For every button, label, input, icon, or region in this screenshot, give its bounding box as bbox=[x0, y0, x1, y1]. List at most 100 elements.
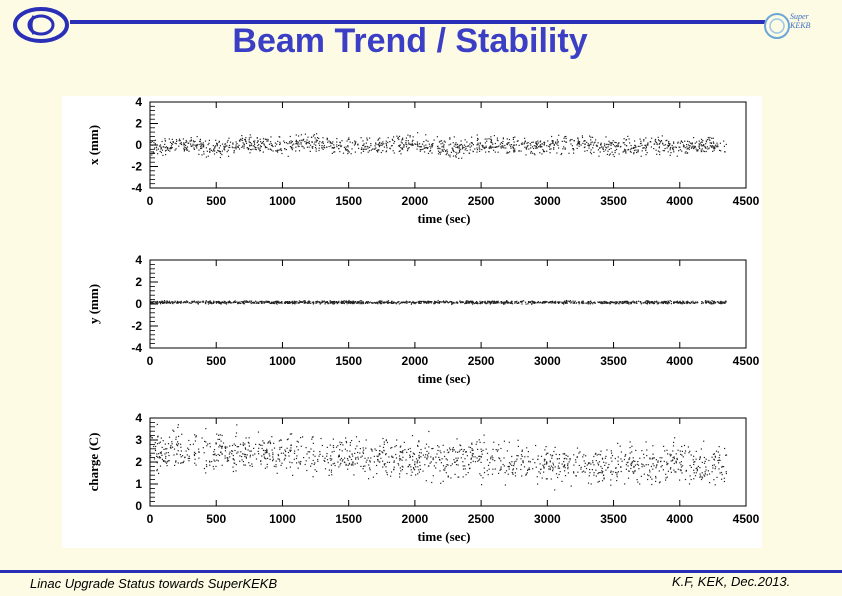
data-point bbox=[157, 153, 159, 155]
data-point bbox=[514, 302, 516, 304]
data-point bbox=[501, 302, 503, 304]
data-point bbox=[309, 144, 312, 146]
data-point bbox=[419, 149, 421, 151]
data-point bbox=[521, 450, 523, 452]
data-point bbox=[296, 300, 298, 303]
data-point bbox=[304, 300, 306, 302]
data-point bbox=[256, 137, 258, 139]
data-point bbox=[204, 302, 206, 304]
data-point bbox=[377, 455, 379, 458]
data-point bbox=[399, 473, 401, 475]
data-point bbox=[527, 141, 529, 144]
data-point bbox=[300, 437, 302, 439]
data-point bbox=[447, 154, 450, 156]
data-point bbox=[619, 301, 622, 303]
data-point bbox=[426, 302, 428, 304]
data-point bbox=[645, 149, 647, 152]
data-point bbox=[502, 463, 504, 466]
data-point bbox=[210, 301, 212, 303]
data-point bbox=[721, 465, 723, 468]
data-point bbox=[336, 141, 338, 143]
data-point bbox=[339, 441, 341, 443]
data-point bbox=[166, 301, 168, 303]
data-point bbox=[458, 476, 460, 478]
data-point bbox=[685, 301, 687, 303]
data-point bbox=[298, 135, 300, 137]
data-point bbox=[215, 465, 217, 467]
data-point bbox=[572, 300, 574, 302]
data-point bbox=[488, 301, 490, 303]
data-point bbox=[488, 151, 490, 153]
data-point bbox=[178, 138, 181, 140]
data-point bbox=[668, 143, 670, 145]
data-point bbox=[661, 301, 663, 303]
data-point bbox=[541, 145, 543, 148]
data-point bbox=[360, 137, 362, 139]
data-point bbox=[410, 451, 412, 453]
data-point bbox=[526, 447, 528, 449]
data-point bbox=[708, 459, 710, 462]
data-point bbox=[431, 152, 433, 154]
data-point bbox=[259, 138, 261, 140]
data-point bbox=[464, 468, 466, 470]
data-point bbox=[150, 141, 152, 143]
data-point bbox=[449, 156, 451, 158]
data-point bbox=[477, 448, 479, 450]
data-point bbox=[506, 152, 508, 154]
data-point bbox=[393, 302, 395, 304]
data-point bbox=[236, 452, 238, 454]
data-point bbox=[200, 145, 202, 147]
data-point bbox=[428, 301, 431, 303]
data-point bbox=[156, 470, 158, 472]
data-point bbox=[265, 146, 267, 148]
data-point bbox=[409, 464, 411, 466]
data-point bbox=[164, 443, 166, 445]
data-point bbox=[469, 149, 471, 151]
data-point bbox=[593, 464, 595, 466]
data-point bbox=[460, 148, 462, 150]
data-point bbox=[479, 473, 481, 475]
data-point bbox=[603, 461, 605, 463]
data-point bbox=[481, 149, 483, 151]
data-point bbox=[662, 143, 664, 145]
data-point bbox=[208, 142, 210, 144]
data-point bbox=[296, 142, 298, 144]
data-point bbox=[573, 472, 575, 474]
data-point bbox=[591, 469, 593, 471]
data-point bbox=[473, 302, 475, 305]
data-point bbox=[166, 448, 168, 450]
data-point bbox=[361, 147, 363, 149]
data-point bbox=[552, 462, 554, 464]
data-point bbox=[248, 148, 250, 150]
data-point bbox=[349, 456, 351, 458]
data-point bbox=[535, 142, 537, 144]
data-point bbox=[183, 148, 185, 150]
data-point bbox=[420, 302, 422, 304]
data-point bbox=[160, 301, 162, 303]
data-point bbox=[614, 303, 616, 305]
data-point bbox=[183, 149, 186, 151]
data-point bbox=[314, 469, 316, 471]
data-point bbox=[563, 461, 565, 463]
data-point bbox=[552, 142, 554, 144]
data-point bbox=[684, 152, 686, 154]
data-point bbox=[389, 302, 391, 304]
data-point bbox=[308, 302, 310, 304]
data-point bbox=[696, 470, 698, 472]
data-point bbox=[224, 143, 226, 145]
data-point bbox=[221, 453, 223, 455]
data-point bbox=[186, 141, 188, 143]
data-point bbox=[366, 139, 368, 141]
data-point bbox=[361, 455, 363, 457]
data-point bbox=[490, 145, 492, 147]
data-point bbox=[678, 150, 680, 152]
data-point bbox=[696, 141, 698, 143]
data-point bbox=[630, 301, 632, 304]
data-point bbox=[401, 451, 403, 453]
data-point bbox=[693, 478, 695, 480]
data-point bbox=[543, 467, 545, 469]
data-point bbox=[577, 471, 579, 473]
data-point bbox=[721, 478, 723, 480]
data-point bbox=[218, 438, 221, 440]
data-point bbox=[213, 301, 215, 303]
